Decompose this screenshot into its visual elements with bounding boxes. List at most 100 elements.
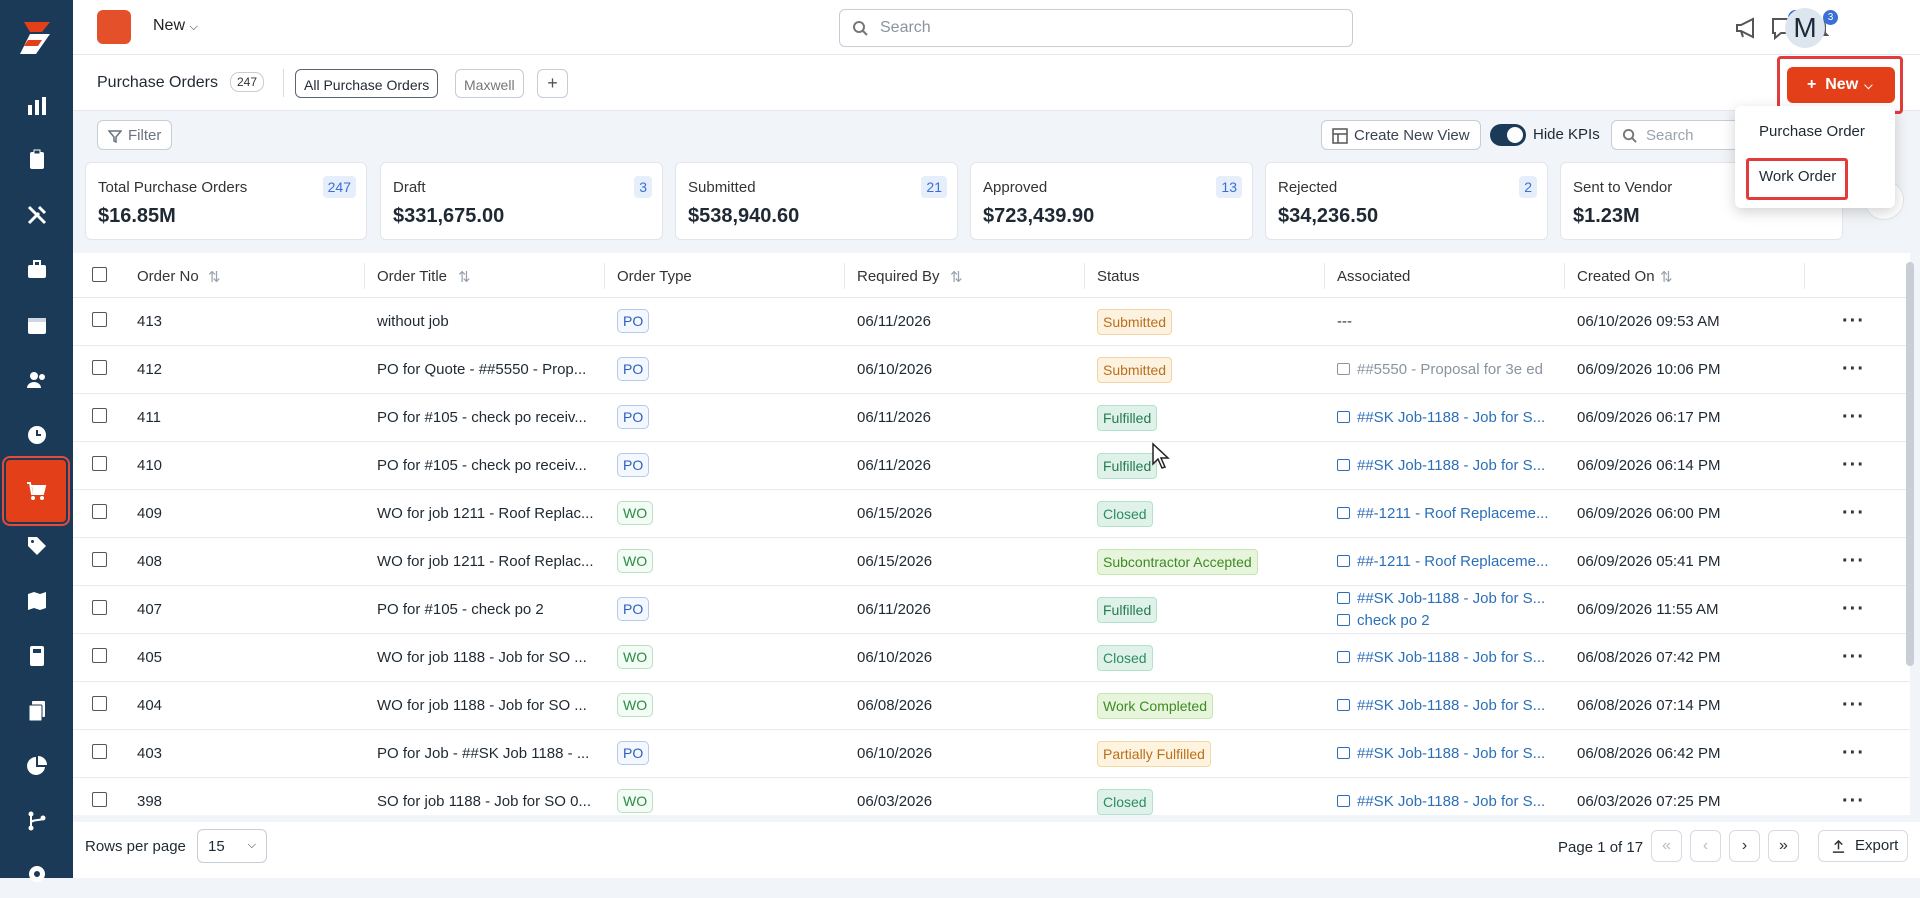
more-actions-icon[interactable]: ··· xyxy=(1842,310,1865,332)
row-checkbox[interactable] xyxy=(92,456,107,471)
more-actions-icon[interactable]: ··· xyxy=(1842,694,1865,716)
menu-item-purchase-order[interactable]: Purchase Order xyxy=(1759,123,1865,140)
pie-chart-icon[interactable] xyxy=(0,742,73,790)
filter-button[interactable]: Filter xyxy=(97,120,173,150)
order-title[interactable]: WO for job 1211 - Roof Replac... xyxy=(377,505,594,522)
order-title[interactable]: PO for Job - ##SK Job 1188 - ... xyxy=(377,745,590,762)
row-checkbox[interactable] xyxy=(92,792,107,807)
kpi-approved[interactable]: Approved 13 $723,439.90 xyxy=(970,162,1253,240)
new-button[interactable]: + New ⌵ xyxy=(1787,67,1895,103)
first-page-button[interactable]: « xyxy=(1651,830,1682,862)
map-icon[interactable] xyxy=(0,577,73,625)
associated-link[interactable]: ##SK Job-1188 - Job for S... xyxy=(1337,649,1545,666)
more-actions-icon[interactable]: ··· xyxy=(1842,646,1865,668)
row-checkbox[interactable] xyxy=(92,600,107,615)
select-all-checkbox[interactable] xyxy=(92,267,107,282)
kpi-submitted[interactable]: Submitted 21 $538,940.60 xyxy=(675,162,958,240)
tab-all-purchase-orders[interactable]: All Purchase Orders xyxy=(295,69,439,98)
associated-link[interactable]: ##-1211 - Roof Replaceme... xyxy=(1337,505,1549,522)
last-page-button[interactable]: » xyxy=(1768,830,1799,862)
global-search-input[interactable]: Search xyxy=(839,9,1353,47)
order-title[interactable]: WO for job 1211 - Roof Replac... xyxy=(377,553,594,570)
order-title[interactable]: without job xyxy=(377,313,449,330)
row-checkbox[interactable] xyxy=(92,648,107,663)
briefcase-icon[interactable] xyxy=(0,246,73,294)
table-row[interactable]: 411 PO for #105 - check po receiv... PO … xyxy=(73,394,1910,442)
col-created-on[interactable]: Created On xyxy=(1577,268,1655,285)
row-checkbox[interactable] xyxy=(92,312,107,327)
associated-link[interactable]: ##SK Job-1188 - Job for S... xyxy=(1337,745,1545,762)
sort-icon[interactable]: ⇅ xyxy=(950,269,963,286)
documents-icon[interactable] xyxy=(0,687,73,735)
table-row[interactable]: 407 PO for #105 - check po 2 PO 06/11/20… xyxy=(73,586,1910,634)
clipboard-icon[interactable] xyxy=(0,136,73,184)
row-checkbox[interactable] xyxy=(92,360,107,375)
col-status[interactable]: Status xyxy=(1097,268,1140,285)
associated-link[interactable]: ##SK Job-1188 - Job for S... xyxy=(1337,409,1545,426)
table-row[interactable]: 409 WO for job 1211 - Roof Replac... WO … xyxy=(73,490,1910,538)
associated-link[interactable]: ##SK Job-1188 - Job for S... xyxy=(1337,697,1545,714)
col-associated[interactable]: Associated xyxy=(1337,268,1411,285)
calendar-icon[interactable] xyxy=(0,301,73,349)
settings-icon[interactable] xyxy=(0,850,73,898)
table-row[interactable]: 410 PO for #105 - check po receiv... PO … xyxy=(73,442,1910,490)
more-actions-icon[interactable]: ··· xyxy=(1842,454,1865,476)
sort-icon[interactable]: ⇅ xyxy=(208,269,221,286)
row-checkbox[interactable] xyxy=(92,552,107,567)
tab-maxwell[interactable]: Maxwell xyxy=(455,69,524,98)
more-actions-icon[interactable]: ··· xyxy=(1842,598,1865,620)
col-required-by[interactable]: Required By xyxy=(857,268,940,285)
table-row[interactable]: 405 WO for job 1188 - Job for SO ... WO … xyxy=(73,634,1910,682)
sort-icon[interactable]: ⇅ xyxy=(458,269,471,286)
associated-link[interactable]: ##SK Job-1188 - Job for S... xyxy=(1337,590,1545,607)
table-row[interactable]: 404 WO for job 1188 - Job for SO ... WO … xyxy=(73,682,1910,730)
order-title[interactable]: PO for #105 - check po receiv... xyxy=(377,457,587,474)
more-actions-icon[interactable]: ··· xyxy=(1842,550,1865,572)
create-new-view-button[interactable]: Create New View xyxy=(1321,120,1481,150)
sort-icon[interactable]: ⇅ xyxy=(1660,269,1673,286)
associated-link[interactable]: ##5550 - Proposal for 3e ed xyxy=(1337,361,1543,378)
associated-link-2[interactable]: check po 2 xyxy=(1337,612,1430,629)
kpi-draft[interactable]: Draft 3 $331,675.00 xyxy=(380,162,663,240)
table-scrollbar[interactable] xyxy=(1906,262,1914,666)
export-button[interactable]: Export xyxy=(1818,830,1908,862)
kpi-rejected[interactable]: Rejected 2 $34,236.50 xyxy=(1265,162,1548,240)
hide-kpis-toggle[interactable] xyxy=(1490,124,1526,146)
order-title[interactable]: SO for job 1188 - Job for SO 0... xyxy=(377,793,591,810)
row-checkbox[interactable] xyxy=(92,744,107,759)
order-title[interactable]: PO for Quote - ##5550 - Prop... xyxy=(377,361,587,378)
rows-per-page-select[interactable]: 15 ⌵ xyxy=(197,829,267,863)
menu-item-work-order[interactable]: Work Order xyxy=(1759,168,1837,185)
clock-icon[interactable] xyxy=(0,411,73,459)
add-view-button[interactable]: + xyxy=(537,69,568,98)
col-order-title[interactable]: Order Title xyxy=(377,268,448,285)
row-checkbox[interactable] xyxy=(92,696,107,711)
avatar[interactable]: M xyxy=(1785,8,1825,48)
associated-link[interactable]: ##SK Job-1188 - Job for S... xyxy=(1337,457,1545,474)
table-row[interactable]: 398 SO for job 1188 - Job for SO 0... WO… xyxy=(73,778,1910,815)
prev-page-button[interactable]: ‹ xyxy=(1690,830,1721,862)
row-checkbox[interactable] xyxy=(92,504,107,519)
more-actions-icon[interactable]: ··· xyxy=(1842,742,1865,764)
order-title[interactable]: WO for job 1188 - Job for SO ... xyxy=(377,697,587,714)
associated-link[interactable]: ##-1211 - Roof Replaceme... xyxy=(1337,553,1549,570)
col-order-no[interactable]: Order No xyxy=(137,268,199,285)
order-title[interactable]: PO for #105 - check po 2 xyxy=(377,601,544,618)
app-logo-icon[interactable] xyxy=(16,18,56,58)
table-row[interactable]: 413 without job PO 06/11/2026 Submitted … xyxy=(73,298,1910,346)
workflow-icon[interactable] xyxy=(0,797,73,845)
order-title[interactable]: WO for job 1188 - Job for SO ... xyxy=(377,649,587,666)
row-checkbox[interactable] xyxy=(92,408,107,423)
megaphone-icon[interactable] xyxy=(1733,14,1761,42)
table-row[interactable]: 408 WO for job 1211 - Roof Replac... WO … xyxy=(73,538,1910,586)
col-order-type[interactable]: Order Type xyxy=(617,268,692,285)
more-actions-icon[interactable]: ··· xyxy=(1842,358,1865,380)
order-title[interactable]: PO for #105 - check po receiv... xyxy=(377,409,587,426)
users-icon[interactable] xyxy=(0,356,73,404)
table-row[interactable]: 403 PO for Job - ##SK Job 1188 - ... PO … xyxy=(73,730,1910,778)
associated-link[interactable]: ##SK Job-1188 - Job for S... xyxy=(1337,793,1545,810)
kpi-total[interactable]: Total Purchase Orders 247 $16.85M xyxy=(85,162,367,240)
more-actions-icon[interactable]: ··· xyxy=(1842,790,1865,812)
next-page-button[interactable]: › xyxy=(1729,830,1760,862)
more-actions-icon[interactable]: ··· xyxy=(1842,502,1865,524)
